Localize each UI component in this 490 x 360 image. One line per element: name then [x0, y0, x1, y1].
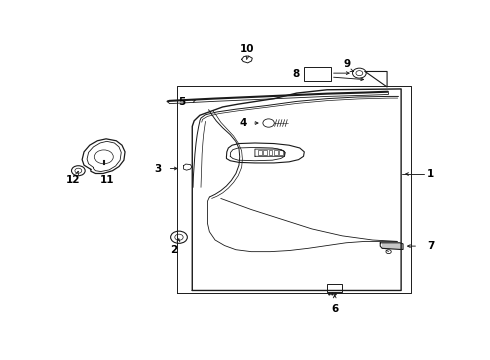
Text: 4: 4	[239, 118, 246, 128]
Circle shape	[328, 293, 330, 295]
Bar	[327, 284, 342, 292]
Text: 1: 1	[427, 169, 434, 179]
Bar	[269, 150, 272, 155]
Text: 11: 11	[99, 175, 114, 185]
Circle shape	[331, 293, 334, 295]
Circle shape	[334, 293, 337, 295]
Text: 7: 7	[427, 241, 434, 251]
Bar	[263, 150, 267, 155]
Text: 2: 2	[170, 245, 177, 255]
Text: 10: 10	[240, 44, 255, 54]
Bar	[258, 150, 262, 155]
Bar	[274, 150, 278, 155]
Bar	[303, 67, 331, 81]
Text: 12: 12	[65, 175, 80, 185]
Text: 5: 5	[178, 97, 186, 107]
Text: 3: 3	[155, 164, 162, 174]
Text: 9: 9	[343, 59, 350, 69]
Text: 6: 6	[331, 304, 338, 314]
Text: 8: 8	[293, 69, 300, 79]
Bar	[279, 150, 283, 155]
